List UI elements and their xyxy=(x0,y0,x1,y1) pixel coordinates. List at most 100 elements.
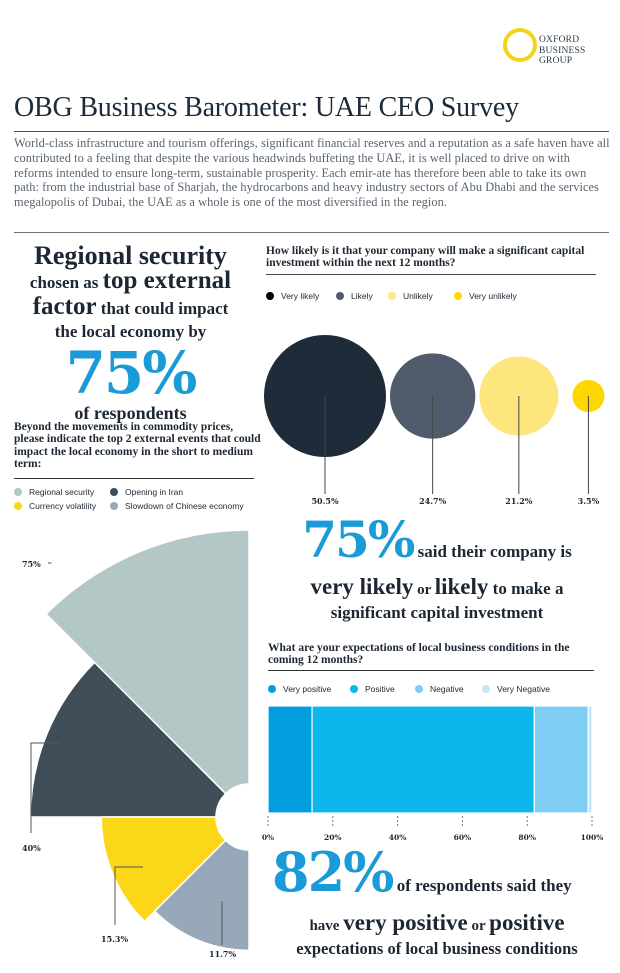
x-tick-label: 20% xyxy=(324,833,342,842)
headline-line: of respondents xyxy=(74,403,187,423)
headline-line: factor that could impact xyxy=(8,293,253,321)
stat-line: expectations of local business condition… xyxy=(296,939,578,958)
headline-regional-security: Regional security chosen as top external… xyxy=(8,241,253,424)
stat-emphasis: very positive xyxy=(343,910,468,935)
bubble-label-very-unlikely: 3.5% xyxy=(578,496,600,506)
bubble-label-likely: 24.7% xyxy=(419,496,446,506)
logo-line: BUSINESS xyxy=(539,45,586,56)
rose-chart: 75% 40% 15.3% 11.7% xyxy=(22,529,250,959)
legend-label: Negative xyxy=(430,684,464,694)
stat-investment: 75% said their company is very likely or… xyxy=(262,515,612,624)
legend-label: Very Negative xyxy=(497,684,550,694)
x-tick-label: 0% xyxy=(262,833,274,842)
stat-conditions: 82% of respondents said they have very p… xyxy=(262,845,612,960)
headline-percentage: 75% xyxy=(65,339,198,407)
rose-leader-line xyxy=(114,866,143,925)
stat-text: have xyxy=(309,918,344,934)
legend-item-opening-iran: Opening in Iran xyxy=(110,487,183,497)
stat-percentage: 75% xyxy=(302,510,415,569)
bubble-chart: 50.5% 24.7% 21.2% 3.5% xyxy=(264,335,605,506)
stat-percentage: 82% xyxy=(272,840,394,904)
stat-line: have very positive or positive xyxy=(262,911,612,938)
legend-dot-icon xyxy=(350,685,358,693)
legend-dot-icon xyxy=(14,502,22,510)
legend-label: Positive xyxy=(365,684,395,694)
legend-dot-icon xyxy=(14,488,22,496)
legend-label: Unlikely xyxy=(403,291,433,301)
stat-line: significant capital investment xyxy=(330,603,544,622)
rose-wedge-regional-security xyxy=(44,529,250,795)
legend-item-regional-security: Regional security xyxy=(14,487,94,497)
rose-label-currency-volatility: 15.3% xyxy=(101,934,128,944)
stacked-bar-chart: 0% 20% 40% 60% 80% 100% xyxy=(262,705,604,842)
legend-item-likely: Likely xyxy=(336,291,373,301)
bubble-legend: Very likely Likely Unlikely Very unlikel… xyxy=(266,291,606,305)
rose-question-divider xyxy=(14,478,254,479)
stat-line: very likely or likely to make a xyxy=(262,575,612,602)
rose-leader-line xyxy=(30,742,60,833)
stat-text: or xyxy=(467,918,490,934)
rose-chart-question: Beyond the movements in commodity prices… xyxy=(14,421,261,471)
bubble-question-divider xyxy=(266,274,596,275)
headline-text: chosen as xyxy=(29,273,103,292)
legend-item-positive: Positive xyxy=(350,684,395,694)
rose-label-regional-security: 75% xyxy=(22,559,41,569)
bubble-label-unlikely: 21.2% xyxy=(505,496,532,506)
bar-question-divider xyxy=(268,670,594,671)
legend-dot-icon xyxy=(110,488,118,496)
rose-wedge-slowdown-of-chinese-economy xyxy=(153,839,250,952)
legend-item-very-unlikely: Very unlikely xyxy=(454,291,517,301)
rose-wedge-opening-in-iran xyxy=(29,661,227,818)
page-title: OBG Business Barometer: UAE CEO Survey xyxy=(14,92,519,123)
rose-label-slowdown-of-chinese-economy: 11.7% xyxy=(209,949,236,959)
legend-label: Very positive xyxy=(283,684,332,694)
stat-line: 75% said their company is xyxy=(262,515,612,575)
bar-segment-positive xyxy=(311,705,535,814)
legend-item-very-negative: Very Negative xyxy=(482,684,550,694)
logo-ring-icon xyxy=(503,28,537,62)
stat-text: said their company is xyxy=(413,542,572,561)
stat-emphasis: positive xyxy=(489,910,565,935)
legend-label: Regional security xyxy=(29,487,95,497)
stat-emphasis: very likely xyxy=(310,574,414,599)
stat-text: of respondents said they xyxy=(392,876,572,895)
headline-text: that could impact xyxy=(96,299,229,318)
legend-dot-icon xyxy=(388,292,396,300)
obg-logo: OXFORD BUSINESS GROUP xyxy=(503,26,613,74)
legend-label: Slowdown of Chinese economy xyxy=(125,501,244,511)
rose-label-opening-in-iran: 40% xyxy=(22,843,41,853)
rose-wedge-currency-volatility xyxy=(100,816,227,923)
stat-emphasis: likely xyxy=(434,574,489,599)
bubble-label-very-likely: 50.5% xyxy=(311,496,338,506)
legend-dot-icon xyxy=(336,292,344,300)
headline-line: Regional security xyxy=(34,241,227,270)
section-divider xyxy=(14,232,609,233)
rose-legend: Regional security Opening in Iran Curren… xyxy=(14,487,264,517)
bar-legend: Very positive Positive Negative Very Neg… xyxy=(268,684,608,698)
headline-emphasis: factor xyxy=(32,293,97,320)
headline-emphasis: top external xyxy=(102,267,232,294)
stat-text: or xyxy=(413,582,435,598)
legend-item-chinese-slowdown: Slowdown of Chinese economy xyxy=(110,501,244,511)
logo-line: GROUP xyxy=(539,56,573,66)
bar-segment-very-negative xyxy=(587,705,593,814)
legend-item-very-likely: Very likely xyxy=(266,291,319,301)
x-tick-label: 100% xyxy=(581,833,604,842)
legend-dot-icon xyxy=(110,502,118,510)
title-divider xyxy=(14,131,609,132)
stat-line: 82% of respondents said they xyxy=(262,845,612,911)
legend-label: Very unlikely xyxy=(469,291,517,301)
bar-segment-very-positive xyxy=(267,705,313,814)
legend-item-currency-volatility: Currency volatility xyxy=(14,501,96,511)
headline-line: chosen as top external xyxy=(8,267,253,295)
legend-label: Likely xyxy=(351,291,373,301)
legend-item-unlikely: Unlikely xyxy=(388,291,433,301)
bar-chart-question: What are your expectations of local busi… xyxy=(268,642,570,667)
legend-item-negative: Negative xyxy=(415,684,464,694)
legend-dot-icon xyxy=(268,685,276,693)
legend-dot-icon xyxy=(415,685,423,693)
legend-label: Very likely xyxy=(281,291,320,301)
logo-text: OXFORD BUSINESS GROUP xyxy=(539,35,585,67)
x-tick-label: 60% xyxy=(454,833,472,842)
legend-label: Currency volatility xyxy=(29,501,97,511)
